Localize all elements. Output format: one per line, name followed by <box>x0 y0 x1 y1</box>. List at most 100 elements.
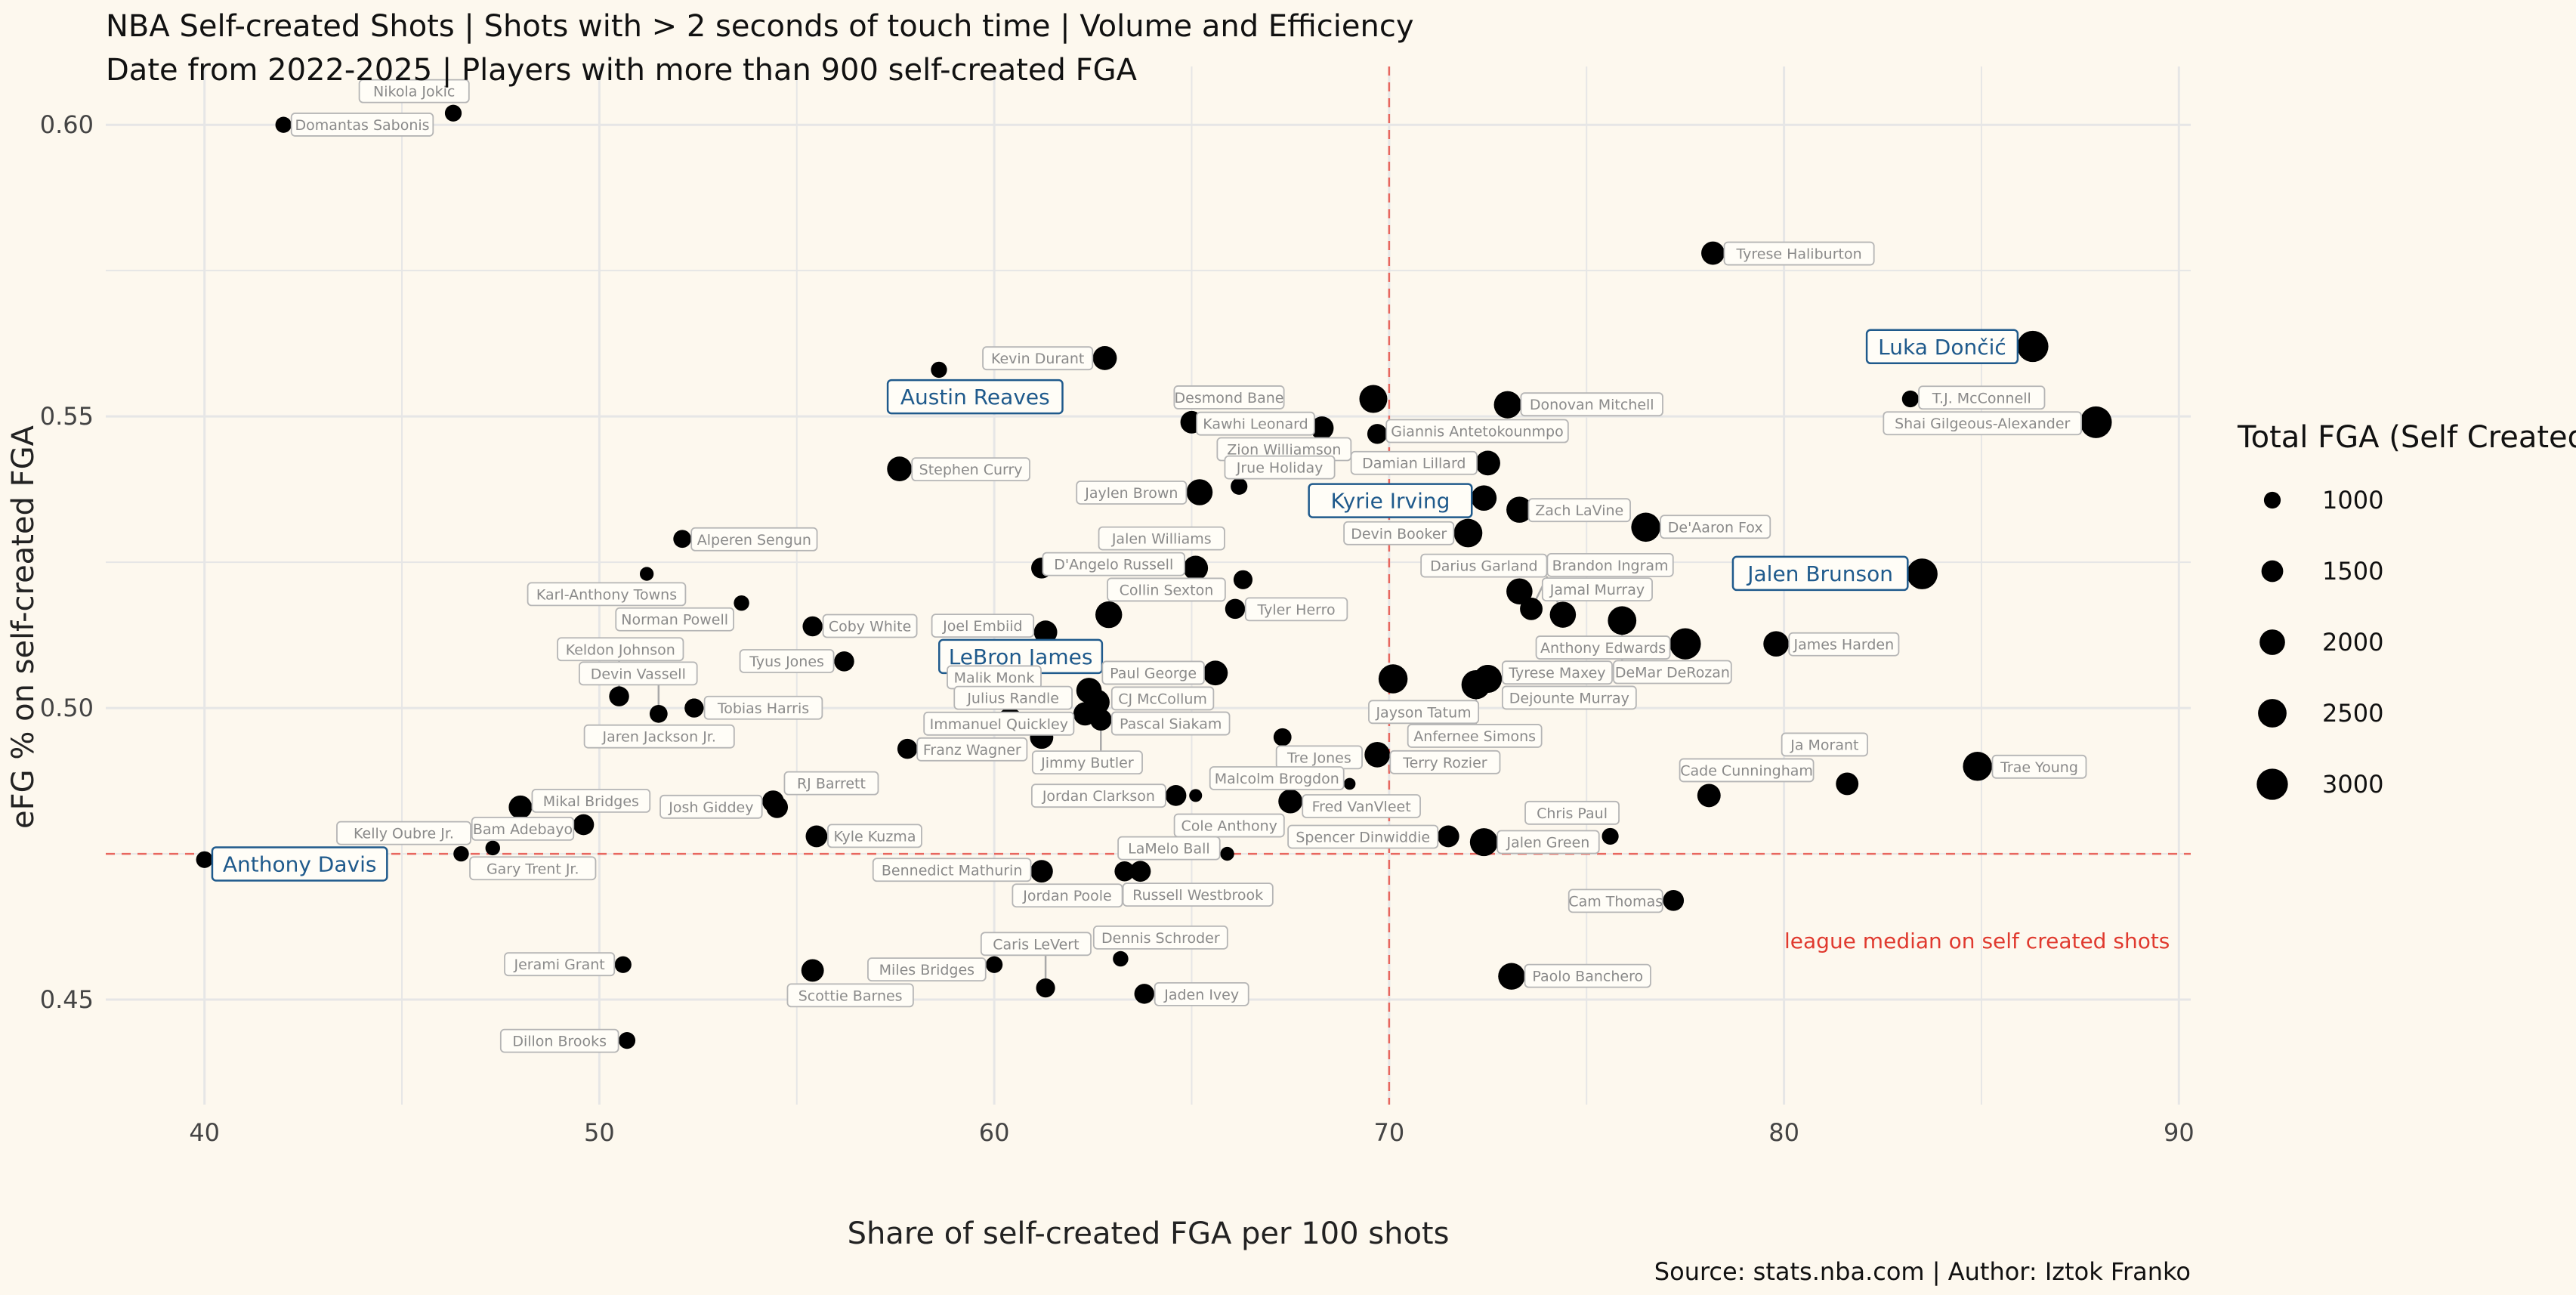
point-label: Kelly Oubre Jr. <box>336 821 471 845</box>
label-text: Darius Garland <box>1430 558 1538 575</box>
label-text: Dillon Brooks <box>512 1034 607 1050</box>
point-label: Caris LeVert <box>980 932 1092 957</box>
data-point <box>1225 598 1246 620</box>
point-label: Scottie Barnes <box>786 983 914 1008</box>
point-label: Coby White <box>822 614 918 638</box>
data-point <box>1278 789 1303 814</box>
label-text: Paul George <box>1110 665 1197 681</box>
point-label: Jordan Clarkson <box>1030 783 1166 808</box>
label-box <box>1520 392 1663 417</box>
label-text: Jalen Williams <box>1111 531 1212 548</box>
point-label: Zach LaVine <box>1527 498 1631 523</box>
label-box <box>583 724 735 749</box>
point-label: Jimmy Butler <box>1031 750 1143 775</box>
label-box <box>1991 754 2087 779</box>
label-text: Karl-Anthony Towns <box>536 586 677 603</box>
label-text: Luka Dončić <box>1878 335 2006 360</box>
label-text: Anfernee Simons <box>1413 728 1536 745</box>
label-text: Devin Booker <box>1351 526 1447 542</box>
data-point <box>986 956 1003 973</box>
label-text: Bam Adebayo <box>473 821 573 838</box>
label-box <box>1524 963 1651 988</box>
label-text: Jaden Ivey <box>1163 987 1239 1003</box>
label-text: Ja Morant <box>1790 737 1858 753</box>
legend-size-swatch <box>2256 768 2288 800</box>
point-label: DeMar DeRozan <box>1613 660 1732 685</box>
data-point <box>614 956 632 973</box>
data-point <box>673 530 692 549</box>
label-box <box>1224 455 1336 480</box>
label-box <box>1209 766 1345 790</box>
data-point <box>1189 789 1203 802</box>
label-box <box>911 457 1030 482</box>
data-point <box>2017 330 2049 363</box>
label-box <box>1723 241 1875 266</box>
x-tick-label: 60 <box>979 1118 1010 1147</box>
point-label: Jaren Jackson Jr. <box>583 724 735 749</box>
label-text: Damian Lillard <box>1362 456 1466 472</box>
label-text: Jordan Poole <box>1022 888 1112 904</box>
data-points <box>196 104 2112 1049</box>
point-label: Tyler Herro <box>1244 597 1348 622</box>
label-box <box>615 607 734 632</box>
label-box <box>786 983 914 1008</box>
point-label: Cade Cunningham <box>1679 758 1815 783</box>
y-tick-label: 0.45 <box>40 985 94 1014</box>
axis-ticks: 40 50 60 70 80 90 0.45 0.50 0.55 0.60 <box>40 110 2195 1147</box>
point-label: Kevin Durant <box>982 346 1094 371</box>
point-label: Darius Garland <box>1420 553 1548 578</box>
label-box <box>703 695 823 720</box>
point-label: Malcolm Brogdon <box>1209 766 1345 790</box>
data-point <box>1343 777 1356 790</box>
label-box <box>1660 515 1771 539</box>
legend-size-swatch <box>2258 699 2287 728</box>
label-box <box>336 821 471 845</box>
label-text: Anthony Edwards <box>1540 640 1666 657</box>
x-tick-label: 90 <box>2164 1118 2195 1147</box>
chart-title: NBA Self-created Shots | Shots with > 2 … <box>106 9 1413 44</box>
data-point <box>508 795 533 819</box>
label-text: Malcolm Brogdon <box>1215 771 1339 787</box>
point-label: Dennis Schroder <box>1092 925 1228 950</box>
point-label: Bennedict Mathurin <box>872 858 1032 882</box>
label-text: Kyrie Irving <box>1330 489 1450 514</box>
label-box <box>916 737 1028 762</box>
label-box <box>469 856 597 881</box>
label-text: CJ McCollum <box>1118 691 1207 707</box>
data-point <box>1493 391 1521 419</box>
point-label: Terry Rozier <box>1389 749 1501 774</box>
data-point <box>1763 631 1789 657</box>
label-box <box>1110 686 1215 711</box>
label-box <box>827 824 922 848</box>
data-point <box>1475 450 1500 476</box>
label-text: Caris LeVert <box>993 936 1079 953</box>
label-box <box>1781 732 1868 757</box>
x-tick-label: 80 <box>1768 1118 1799 1147</box>
data-point <box>1631 512 1660 542</box>
legend-size-label: 1000 <box>2322 486 2383 515</box>
label-box <box>1101 660 1205 685</box>
label-box <box>1407 724 1543 748</box>
point-label: Nikola Jokic <box>358 79 470 104</box>
data-point <box>1506 496 1533 523</box>
point-label: Fred VanVleet <box>1302 794 1421 818</box>
label-text: Anthony Davis <box>223 851 377 876</box>
label-text: Jamal Murray <box>1549 582 1645 598</box>
data-point <box>1836 772 1859 796</box>
label-text: Stephen Curry <box>919 462 1023 478</box>
label-text: Brandon Ingram <box>1552 558 1669 574</box>
point-label: Joel Embiid <box>931 614 1035 638</box>
label-text: Gary Trent Jr. <box>486 861 579 877</box>
data-point <box>1669 628 1701 660</box>
point-label: Paolo Banchero <box>1524 963 1651 988</box>
data-point <box>1469 828 1498 857</box>
data-point <box>887 456 913 482</box>
label-text: Zion Williamson <box>1227 442 1341 459</box>
label-box <box>1308 483 1473 518</box>
label-box <box>953 685 1073 710</box>
label-box <box>1196 411 1315 436</box>
point-label: Dillon Brooks <box>499 1028 619 1053</box>
point-label: Jaden Ivey <box>1154 981 1249 1006</box>
data-point <box>1701 241 1725 265</box>
label-text: DeMar DeRozan <box>1615 665 1730 681</box>
